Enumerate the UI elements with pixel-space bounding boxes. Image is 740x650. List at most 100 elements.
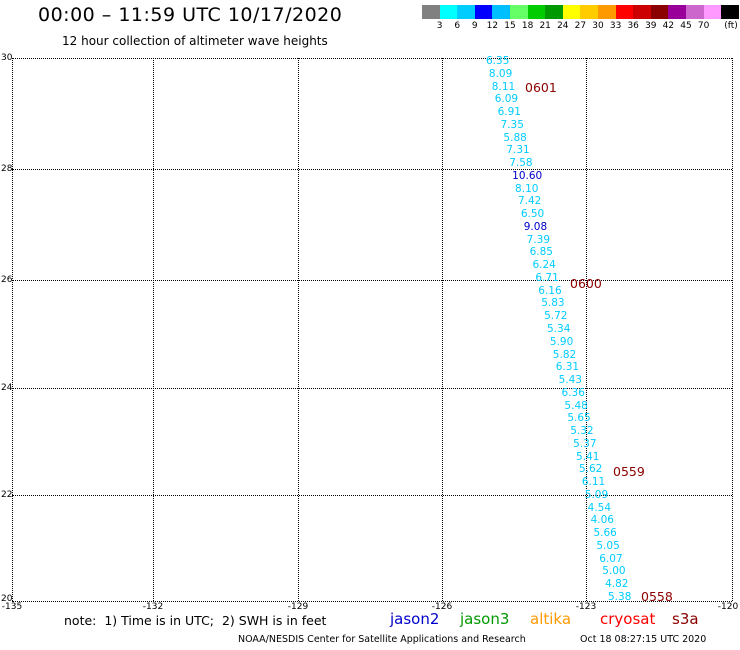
legend-swatch [509, 5, 528, 19]
legend-swatch [545, 5, 563, 19]
satellite-altika: altika [530, 610, 572, 628]
wave-height-value: 5.09 [584, 488, 609, 501]
gridline-lat-28 [12, 169, 732, 170]
track-time-label: 0559 [613, 464, 645, 479]
legend-tick-label: 21 [539, 21, 551, 31]
lat-label-22: 22 [1, 490, 13, 500]
wave-height-value: 6.50 [520, 208, 545, 221]
map-subtitle: 12 hour collection of altimeter wave hei… [62, 34, 328, 48]
map-left-border [12, 58, 13, 601]
wave-height-value: 5.41 [576, 450, 600, 463]
map-plot-area [12, 58, 733, 602]
footer-timestamp: Oct 18 08:27:15 UTC 2020 [580, 634, 707, 645]
wave-height-value: 6.09 [494, 93, 519, 106]
legend-swatch [439, 5, 458, 19]
wave-height-value: 6.24 [532, 259, 556, 272]
wave-height-value: 5.43 [558, 374, 582, 387]
track-time-label: 0601 [525, 80, 557, 95]
legend-swatch [721, 5, 739, 19]
lat-label-20: 20 [1, 594, 13, 604]
legend-tick-label: 3 [436, 21, 443, 31]
wave-height-value: 8.09 [488, 67, 513, 80]
wave-height-value: 8.11 [491, 80, 516, 93]
wave-height-value: 8.10 [515, 182, 539, 195]
legend-swatch [668, 5, 686, 19]
wave-height-value: 5.72 [544, 310, 568, 323]
legend-swatch [562, 5, 581, 19]
wave-height-value: 4.82 [605, 578, 629, 591]
legend-tick-label: 24 [557, 21, 569, 31]
wave-height-value: 5.65 [567, 412, 591, 425]
wave-height-value: 5.90 [549, 335, 574, 348]
satellite-jason2: jason2 [390, 610, 440, 628]
legend-tick-label: 30 [592, 21, 604, 31]
gridline-lon-126 [442, 58, 443, 601]
legend-swatch [633, 5, 651, 19]
gridline-lat-30 [12, 58, 732, 59]
legend-tick-label: 15 [504, 21, 516, 31]
wave-height-value: 5.48 [564, 399, 588, 412]
track-time-label: 0558 [641, 589, 673, 604]
gridline-lon-123 [586, 58, 587, 601]
wave-height-value: 6.07 [599, 552, 623, 565]
wave-height-value: 5.66 [593, 527, 617, 540]
wave-height-value: 6.31 [555, 361, 580, 374]
lon-label-126: -126 [431, 602, 453, 612]
legend-tick-label: 27 [574, 21, 587, 31]
wave-height-value: 7.42 [517, 195, 542, 208]
legend-swatch [474, 5, 493, 19]
wave-height-value: 4.54 [587, 501, 612, 514]
wave-height-value: 4.06 [590, 514, 614, 527]
wave-height-value: 6.16 [538, 284, 562, 297]
legend-swatch [580, 5, 598, 19]
wave-height-value: 5.38 [608, 591, 632, 603]
wave-height-value: 7.39 [526, 233, 551, 246]
footer-organization: NOAA/NESDIS Center for Satellite Applica… [238, 634, 526, 645]
satellite-cryosat: cryosat [600, 610, 656, 628]
wave-height-value: 5.05 [596, 539, 620, 552]
units-note: note: 1) Time is in UTC; 2) SWH is in fe… [64, 613, 327, 628]
wave-height-value: 5.37 [573, 437, 597, 450]
gridline-lon-132 [153, 58, 154, 601]
lat-label-28: 28 [1, 164, 13, 174]
wave-height-value: 7.35 [500, 118, 524, 131]
wave-height-value: 6.36 [561, 386, 585, 399]
legend-swatch [422, 5, 440, 19]
map-title: 00:00 – 11:59 UTC 10/17/2020 [38, 4, 343, 26]
lon-label-120: -120 [717, 602, 739, 612]
gridline-lat-26 [12, 280, 732, 281]
gridline-lon-129 [298, 58, 299, 601]
legend-swatch [650, 5, 669, 19]
legend-tick-label: 12 [486, 21, 499, 31]
satellite-s3a: s3a [672, 610, 699, 628]
legend-swatch [685, 5, 704, 19]
wave-height-value: 5.34 [547, 323, 571, 335]
legend-swatch [492, 5, 510, 19]
legend-swatch [615, 5, 634, 19]
gridline-lat-22 [12, 495, 732, 496]
wave-height-value: 5.32 [570, 425, 594, 438]
legend-tick-label: 45 [680, 21, 692, 31]
wave-height-value: 5.82 [552, 348, 577, 361]
legend-tick-label: 39 [645, 21, 657, 31]
wave-height-value: 5.88 [503, 131, 527, 144]
lon-label-132: -132 [142, 602, 164, 612]
satellite-jason3: jason3 [460, 610, 510, 628]
map-right-border [732, 58, 733, 601]
wave-height-value: 5.83 [541, 297, 565, 310]
wave-height-value: 9.08 [523, 220, 548, 233]
wave-height-value: 7.58 [509, 157, 533, 170]
legend-tick-label: 33 [609, 21, 622, 31]
wave-height-value: 6.11 [581, 476, 606, 489]
legend-tick-label: 18 [521, 21, 534, 31]
legend-swatch [597, 5, 616, 19]
wave-height-value: 6.35 [486, 55, 510, 67]
legend-unit-label: (ft) [724, 21, 738, 31]
legend-swatch [457, 5, 475, 19]
gridline-lat-20 [12, 601, 732, 602]
lat-label-24: 24 [1, 383, 13, 393]
wave-height-value: 7.31 [506, 144, 530, 157]
legend-tick-label: 6 [454, 21, 461, 31]
legend-tick-label: 42 [662, 21, 675, 31]
lon-label-129: -129 [287, 602, 309, 612]
